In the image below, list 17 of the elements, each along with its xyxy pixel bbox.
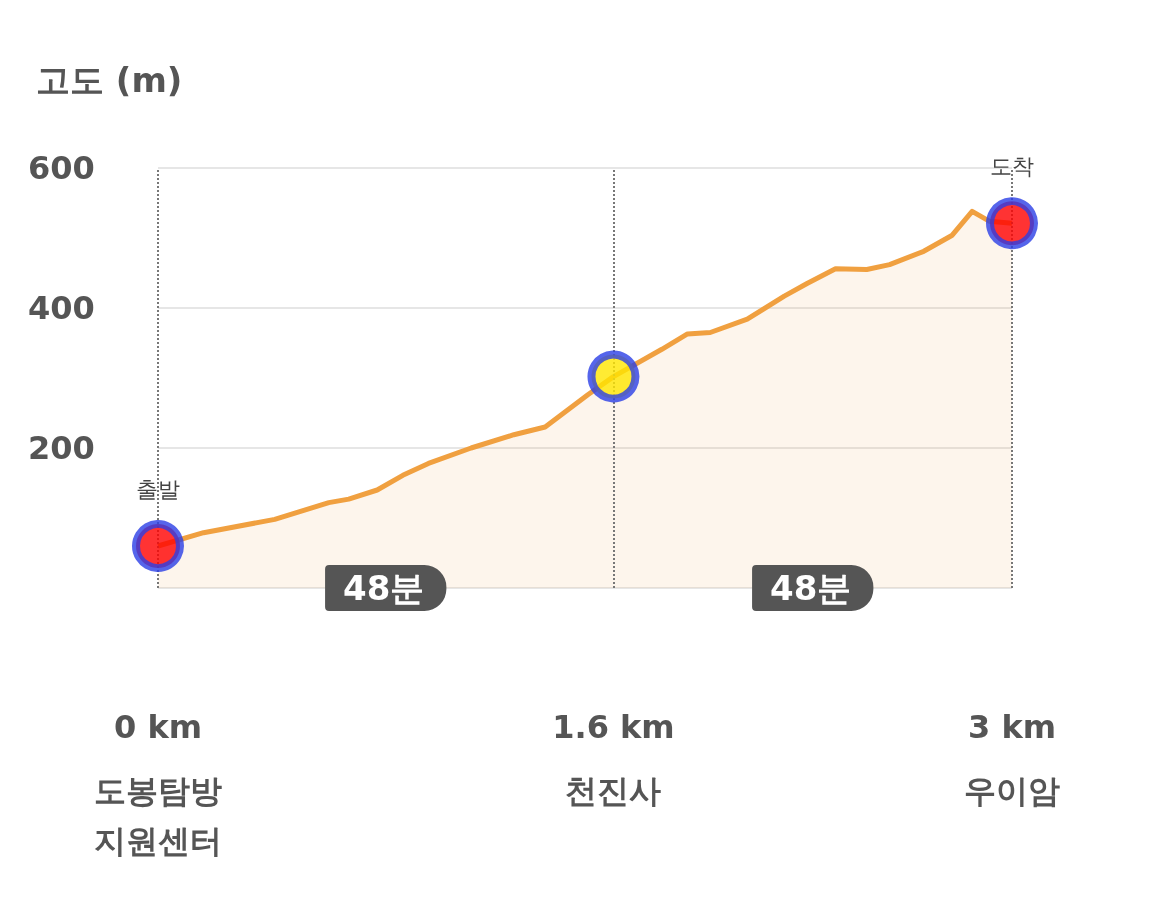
annotation: 도착 bbox=[990, 153, 1034, 179]
y-tick-label: 600 bbox=[28, 149, 95, 187]
point bbox=[132, 520, 184, 572]
x-tick-label: 0 km bbox=[113, 708, 203, 746]
annotation: 48분 bbox=[770, 568, 852, 608]
y-tick-label: 400 bbox=[28, 289, 95, 327]
y-axis-title: 고도 (m) bbox=[36, 60, 183, 100]
annotation: 출발 bbox=[136, 476, 180, 502]
x-tick-label: 1.6 km bbox=[552, 708, 675, 746]
text: 도봉탐방 지원센터 bbox=[94, 772, 222, 860]
x-tick-label: 3 km bbox=[967, 708, 1057, 746]
text: 천진사 bbox=[565, 772, 662, 810]
point bbox=[587, 350, 640, 403]
text: 우이암 bbox=[964, 772, 1060, 810]
annotation: 48분 bbox=[343, 568, 425, 608]
point bbox=[986, 197, 1038, 250]
y-tick-label: 200 bbox=[28, 429, 95, 467]
